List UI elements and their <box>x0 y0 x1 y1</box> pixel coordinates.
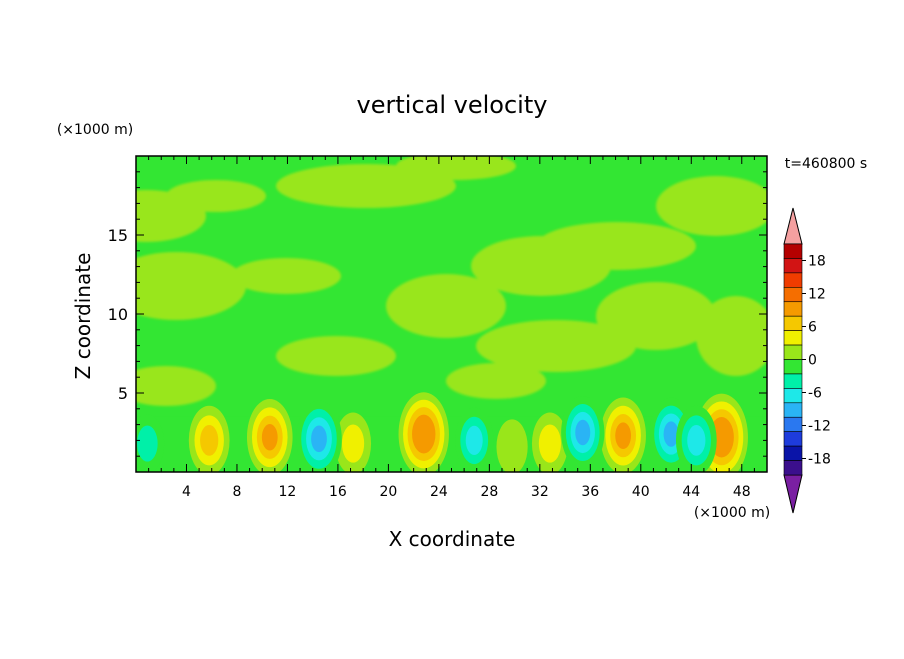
contour-level <box>714 424 730 450</box>
colorbar-segment <box>783 301 803 317</box>
contour-level <box>416 422 431 446</box>
colorbar-segment <box>783 373 803 389</box>
colorbar-segment <box>783 243 803 259</box>
colorbar-max-arrow <box>783 207 803 245</box>
y-axis-label: Z coordinate <box>71 253 95 380</box>
weak-updraft-region <box>166 180 266 212</box>
y-tick-label: 5 <box>118 384 128 403</box>
colorbar-segment <box>783 330 803 346</box>
x-axis-label: X coordinate <box>389 527 516 551</box>
weak-updraft-region <box>396 156 516 180</box>
contour-level <box>663 421 679 447</box>
x-tick-label: 40 <box>632 484 650 500</box>
contour-level <box>200 425 219 456</box>
weak-updraft-region <box>276 336 396 376</box>
x-tick-label: 20 <box>379 484 397 500</box>
colorbar-segment <box>783 315 803 331</box>
weak-updraft-region <box>231 258 341 294</box>
colorbar-segment <box>783 431 803 447</box>
contour-level <box>137 425 158 462</box>
updraft-cell <box>246 399 293 472</box>
colorbar-label: -18 <box>808 452 831 468</box>
colorbar-segment <box>783 287 803 303</box>
colorbar-label: 0 <box>808 353 817 369</box>
updraft-cell <box>335 412 372 472</box>
contour-level <box>496 419 528 472</box>
x-unit-label: (×1000 m) <box>694 505 770 521</box>
colorbar-segment <box>783 359 803 375</box>
y-tick-label: 15 <box>108 226 128 245</box>
x-tick-label: 8 <box>232 484 241 500</box>
downdraft-cell <box>561 396 605 469</box>
colorbar-segment <box>783 445 803 461</box>
weak-updraft-region <box>596 282 716 350</box>
x-tick-label: 4 <box>182 484 191 500</box>
updraft-cell <box>188 405 230 472</box>
colorbar-segment <box>783 402 803 418</box>
colorbar-label: -12 <box>808 419 831 435</box>
downdraft-cell <box>675 405 717 472</box>
x-tick-label: 16 <box>329 484 347 500</box>
downdraft-cell <box>296 400 342 472</box>
contour-level <box>341 424 365 463</box>
colorbar-segment <box>783 258 803 274</box>
colorbar-segment <box>783 388 803 404</box>
colorbar-label: 6 <box>808 320 817 336</box>
weak-updraft-region <box>656 176 767 236</box>
x-tick-label: 12 <box>279 484 297 500</box>
time-label: t=460800 s <box>785 156 867 172</box>
x-tick-label: 24 <box>430 484 448 500</box>
contour-level <box>311 425 327 453</box>
updraft-cell <box>398 392 449 472</box>
x-tick-label: 36 <box>581 484 599 500</box>
x-tick-label: 28 <box>480 484 498 500</box>
updraft-cell <box>531 412 568 472</box>
downdraft-cell <box>136 414 165 472</box>
weak-updraft-region <box>536 222 696 270</box>
weak-updraft-region <box>136 366 216 406</box>
colorbar-segment <box>783 344 803 360</box>
colorbar-segment <box>783 460 803 476</box>
contour-level <box>615 422 632 449</box>
contour-field <box>136 156 767 472</box>
x-tick-label: 48 <box>733 484 751 500</box>
contour-level <box>575 419 591 446</box>
weak-updraft-region <box>386 274 506 338</box>
colorbar-label: 18 <box>808 254 826 270</box>
contour-level <box>538 424 562 463</box>
colorbar-label: 12 <box>808 287 826 303</box>
contour-level <box>261 423 278 451</box>
y-tick-label: 10 <box>108 305 128 324</box>
contour-level <box>465 425 483 455</box>
weak-updraft-region <box>696 296 767 376</box>
weak-updraft-region <box>446 363 546 399</box>
colorbar: 18 12 6 0 -6 -12 -18 <box>783 207 831 514</box>
updraft-cell <box>600 397 646 472</box>
colorbar-min-arrow <box>783 474 803 514</box>
downdraft-cell <box>455 407 494 472</box>
x-tick-label: 44 <box>682 484 700 500</box>
updraft-cell <box>496 419 528 472</box>
contour-level <box>687 425 706 456</box>
weak-updraft-region <box>136 252 246 320</box>
weak-updraft-regions <box>136 156 767 406</box>
colorbar-segment <box>783 272 803 288</box>
chart-title: vertical velocity <box>357 91 548 119</box>
x-tick-label: 32 <box>531 484 549 500</box>
colorbar-segment <box>783 416 803 432</box>
weak-updraft-region <box>476 320 636 372</box>
colorbar-label: -6 <box>808 386 822 402</box>
y-unit-label: (×1000 m) <box>57 122 133 138</box>
